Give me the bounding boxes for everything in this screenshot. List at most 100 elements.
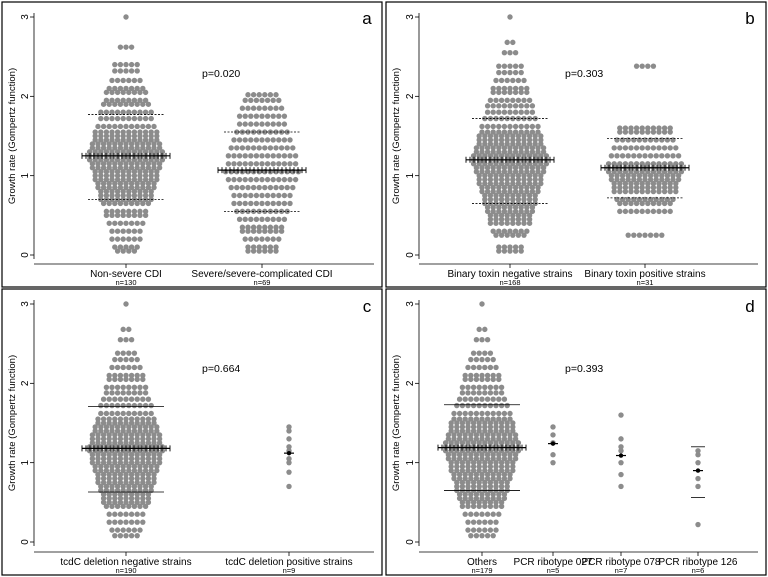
data-point bbox=[103, 463, 110, 470]
data-point bbox=[498, 420, 505, 426]
data-point bbox=[109, 133, 115, 139]
data-point bbox=[134, 184, 140, 191]
data-point bbox=[487, 519, 494, 525]
data-point bbox=[103, 133, 110, 139]
data-point bbox=[496, 244, 502, 250]
data-point bbox=[526, 192, 533, 199]
data-point bbox=[673, 188, 679, 195]
data-point bbox=[92, 463, 98, 470]
data-point bbox=[120, 188, 126, 195]
data-point bbox=[501, 103, 508, 109]
data-point bbox=[148, 463, 154, 470]
data-point bbox=[470, 527, 477, 533]
data-point bbox=[462, 416, 468, 422]
data-point bbox=[490, 432, 496, 438]
data-point bbox=[476, 519, 482, 525]
data-point bbox=[490, 456, 496, 462]
data-point bbox=[92, 169, 98, 175]
data-point bbox=[145, 180, 152, 187]
data-point bbox=[267, 248, 274, 254]
data-point bbox=[112, 416, 118, 422]
data-point bbox=[504, 77, 510, 84]
data-point bbox=[487, 180, 494, 187]
data-point bbox=[264, 113, 271, 119]
data-point bbox=[479, 416, 485, 422]
data-point bbox=[529, 188, 536, 195]
data-point bbox=[445, 456, 452, 462]
data-point bbox=[462, 396, 468, 402]
data-point bbox=[117, 123, 124, 130]
data-point bbox=[109, 212, 115, 219]
data-point bbox=[479, 491, 485, 498]
data-point bbox=[103, 115, 110, 122]
data-point bbox=[625, 153, 631, 159]
data-point bbox=[117, 495, 124, 502]
data-point bbox=[103, 402, 110, 409]
data-point bbox=[619, 176, 626, 183]
data-point bbox=[109, 424, 115, 430]
data-point bbox=[281, 192, 288, 199]
data-point bbox=[529, 109, 536, 115]
data-point bbox=[137, 115, 143, 122]
data-point bbox=[137, 172, 143, 179]
data-point bbox=[128, 184, 135, 191]
data-point bbox=[117, 220, 124, 226]
data-point bbox=[538, 172, 544, 179]
data-point bbox=[518, 165, 524, 171]
data-point bbox=[112, 495, 118, 502]
data-point bbox=[151, 452, 157, 458]
data-point bbox=[276, 161, 282, 167]
data-point bbox=[100, 471, 107, 478]
data-point bbox=[501, 149, 508, 155]
data-point bbox=[134, 141, 140, 147]
data-point bbox=[617, 200, 623, 207]
data-point bbox=[661, 125, 668, 131]
data-point bbox=[493, 420, 499, 426]
data-point bbox=[501, 69, 508, 76]
data-point bbox=[496, 149, 502, 155]
data-point bbox=[493, 216, 499, 222]
data-point bbox=[633, 208, 640, 215]
data-point bbox=[521, 115, 527, 122]
data-point bbox=[661, 161, 668, 167]
data-point bbox=[128, 68, 135, 74]
data-point bbox=[622, 125, 629, 131]
data-point bbox=[487, 479, 494, 486]
data-point bbox=[664, 137, 671, 143]
data-point bbox=[501, 89, 508, 96]
data-point bbox=[468, 432, 474, 438]
data-point bbox=[103, 169, 110, 175]
data-point bbox=[245, 184, 251, 191]
data-point bbox=[501, 123, 508, 130]
data-point bbox=[120, 467, 126, 474]
data-point bbox=[515, 196, 522, 203]
data-point bbox=[459, 448, 466, 454]
y-axis-label: Growth rate (Gompertz function) bbox=[391, 355, 402, 491]
data-point bbox=[518, 169, 524, 175]
data-point bbox=[292, 161, 299, 167]
data-point bbox=[484, 471, 491, 478]
data-point bbox=[231, 161, 237, 167]
data-point bbox=[242, 192, 248, 199]
data-point bbox=[131, 188, 138, 195]
data-point bbox=[250, 244, 257, 250]
data-point bbox=[498, 467, 505, 474]
data-point bbox=[476, 350, 482, 356]
data-point bbox=[490, 511, 496, 517]
data-point bbox=[140, 416, 146, 422]
data-point bbox=[140, 440, 146, 446]
data-point bbox=[151, 161, 157, 167]
data-point bbox=[487, 133, 494, 139]
data-point bbox=[473, 456, 480, 462]
data-point bbox=[490, 396, 496, 402]
data-point bbox=[250, 92, 257, 98]
data-point bbox=[248, 192, 254, 199]
data-point bbox=[106, 376, 112, 383]
data-point bbox=[664, 196, 671, 203]
data-point bbox=[622, 169, 629, 175]
data-point bbox=[507, 204, 513, 211]
